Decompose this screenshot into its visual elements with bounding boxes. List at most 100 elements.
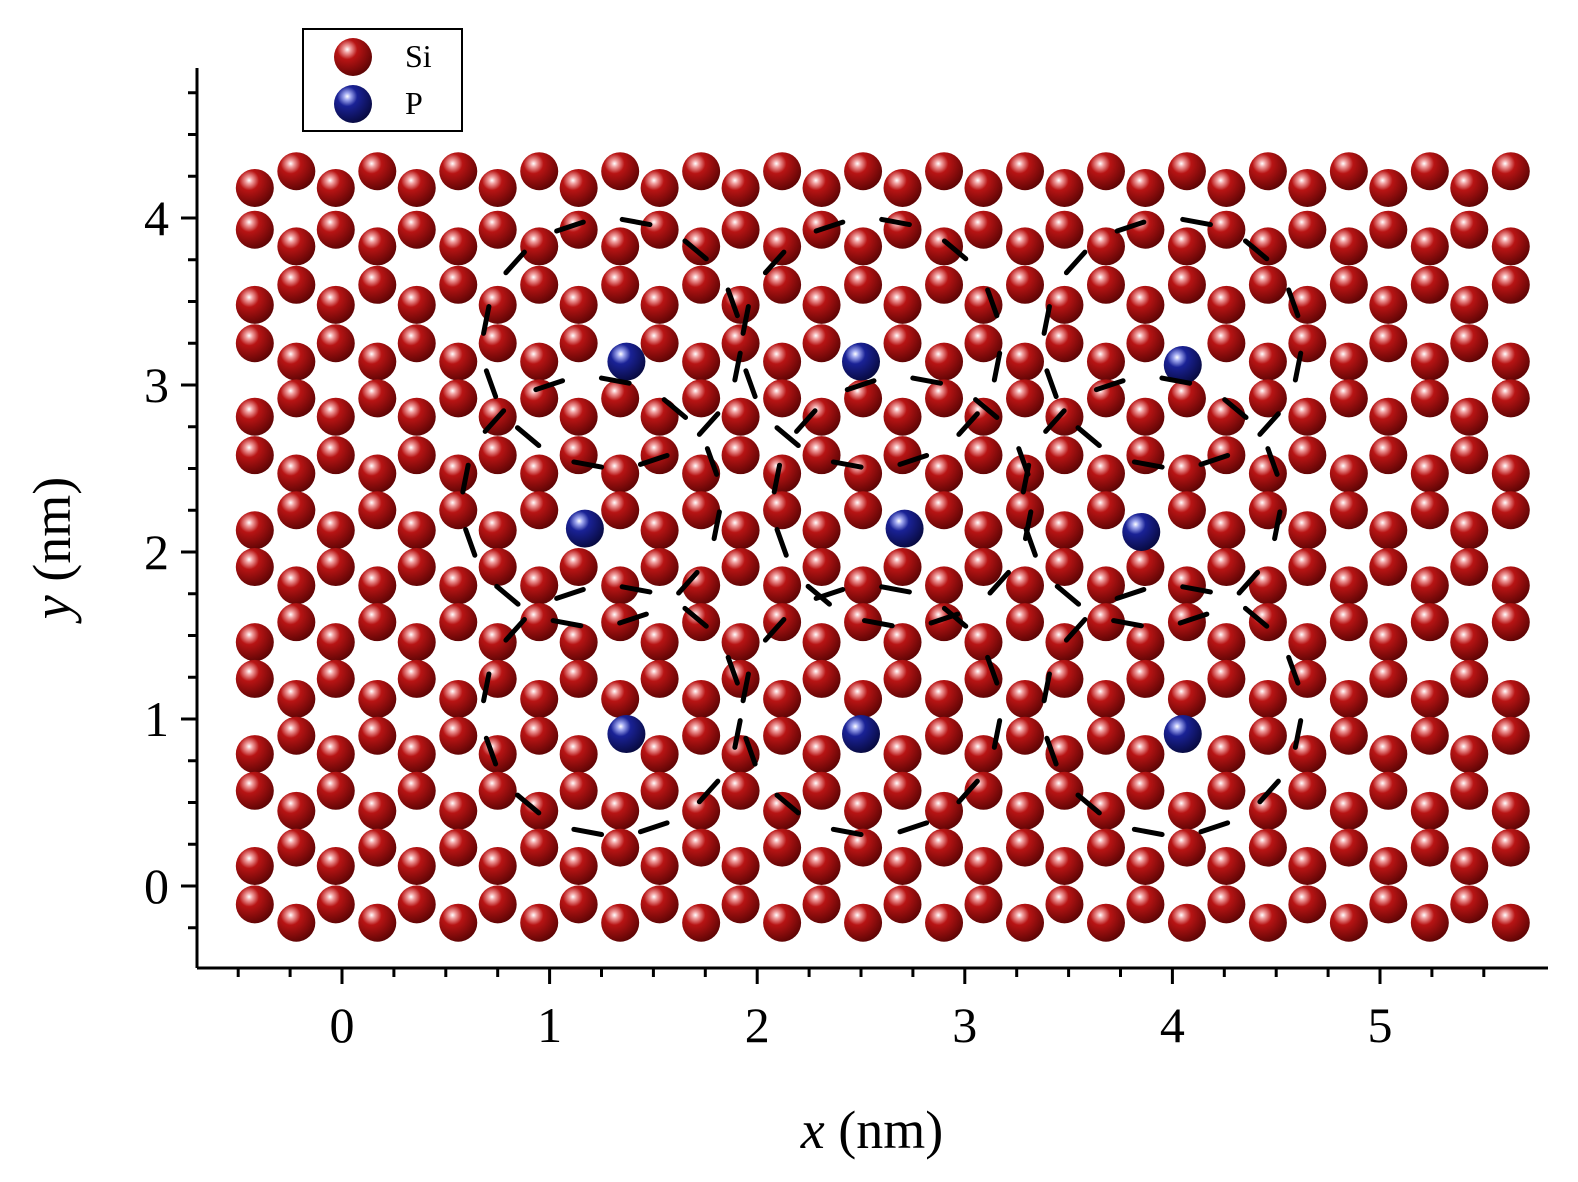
ring-dash [1292, 350, 1304, 383]
si-atom [559, 623, 598, 662]
si-atom [478, 623, 517, 662]
ring-dash [1292, 718, 1304, 750]
si-atom [883, 771, 922, 810]
si-atom [844, 454, 883, 493]
si-atom [1248, 603, 1287, 642]
si-atom [964, 168, 1003, 207]
si-atom [883, 885, 922, 924]
ring-dash [987, 569, 1011, 596]
si-atom [1045, 846, 1084, 885]
si-atom [925, 454, 964, 493]
ring-dash [897, 820, 930, 835]
si-atom [1248, 716, 1287, 755]
si-atom [397, 659, 436, 698]
ring-dash [1020, 462, 1032, 495]
si-atom [316, 436, 355, 475]
si-atom [925, 603, 964, 642]
si-atoms [235, 152, 1530, 942]
ring-dash [1242, 605, 1270, 629]
si-atom [358, 491, 397, 530]
ring-dash [1114, 219, 1147, 234]
si-atom [1086, 342, 1125, 381]
si-atom [277, 379, 316, 418]
dashed-ring [740, 584, 1003, 838]
si-atom [478, 511, 517, 550]
si-atom [1288, 659, 1327, 698]
si-atom [358, 791, 397, 830]
si-atom [802, 511, 841, 550]
si-atom [1006, 828, 1045, 867]
si-atom [1207, 623, 1246, 662]
si-atom [601, 679, 640, 718]
si-atom [277, 454, 316, 493]
ring-dash [941, 605, 969, 629]
si-atom [925, 679, 964, 718]
si-atom [559, 885, 598, 924]
si-atom [478, 771, 517, 810]
si-atom [1207, 285, 1246, 324]
si-atom [316, 397, 355, 436]
si-atom [235, 885, 274, 924]
ring-dash [494, 583, 521, 607]
si-atom [883, 168, 922, 207]
ring-dash [774, 792, 801, 816]
si-atom [763, 828, 802, 867]
si-atom [1126, 397, 1165, 436]
si-atom [1369, 659, 1408, 698]
ring-dash [1131, 459, 1165, 470]
si-atom [640, 771, 679, 810]
ring-dash [956, 778, 980, 805]
si-atom [559, 659, 598, 698]
si-atom [1369, 771, 1408, 810]
x-tick-label: 1 [537, 997, 562, 1053]
ring-dash [637, 820, 670, 835]
si-atom [316, 210, 355, 249]
si-atom [559, 210, 598, 249]
si-atom [883, 285, 922, 324]
si-atom [763, 227, 802, 266]
si-atom [1450, 397, 1489, 436]
si-atom [964, 436, 1003, 475]
si-atom [1329, 454, 1368, 493]
si-atom [439, 265, 478, 304]
si-atom [277, 603, 316, 642]
si-atom [1491, 379, 1530, 418]
si-atom [1450, 285, 1489, 324]
dashed-ring [1041, 584, 1304, 838]
si-atom [925, 791, 964, 830]
ring-dash [554, 586, 586, 601]
si-atom [925, 566, 964, 605]
si-atom [235, 735, 274, 774]
si-atom [358, 379, 397, 418]
axes: 0 1 2 3 4 5 0 1 2 3 4 [144, 68, 1548, 1053]
si-atom [802, 436, 841, 475]
si-atom [358, 716, 397, 755]
ring-dash [1177, 611, 1210, 626]
ring-dash [1265, 446, 1280, 477]
si-atom [478, 168, 517, 207]
si-atom [520, 454, 559, 493]
ring-dash [571, 459, 605, 470]
si-atom [559, 436, 598, 475]
si-atom [1491, 152, 1530, 191]
si-atom [1207, 168, 1246, 207]
si-atom [1288, 210, 1327, 249]
si-atom [397, 436, 436, 475]
ring-dash [740, 304, 751, 336]
y-tick-label: 4 [144, 190, 169, 246]
si-atom [1248, 227, 1287, 266]
si-atom [721, 210, 760, 249]
ring-dash [1286, 654, 1301, 686]
si-atom [721, 659, 760, 698]
si-atom [520, 716, 559, 755]
si-atom [277, 716, 316, 755]
ring-dash [1242, 238, 1270, 262]
si-atom [682, 227, 721, 266]
si-atom [1410, 716, 1449, 755]
si-atom [802, 397, 841, 436]
ring-dash [682, 238, 709, 262]
si-atom [1369, 285, 1408, 324]
dashed-ring [481, 584, 743, 838]
si-atom [883, 436, 922, 475]
si-atom [1086, 227, 1125, 266]
